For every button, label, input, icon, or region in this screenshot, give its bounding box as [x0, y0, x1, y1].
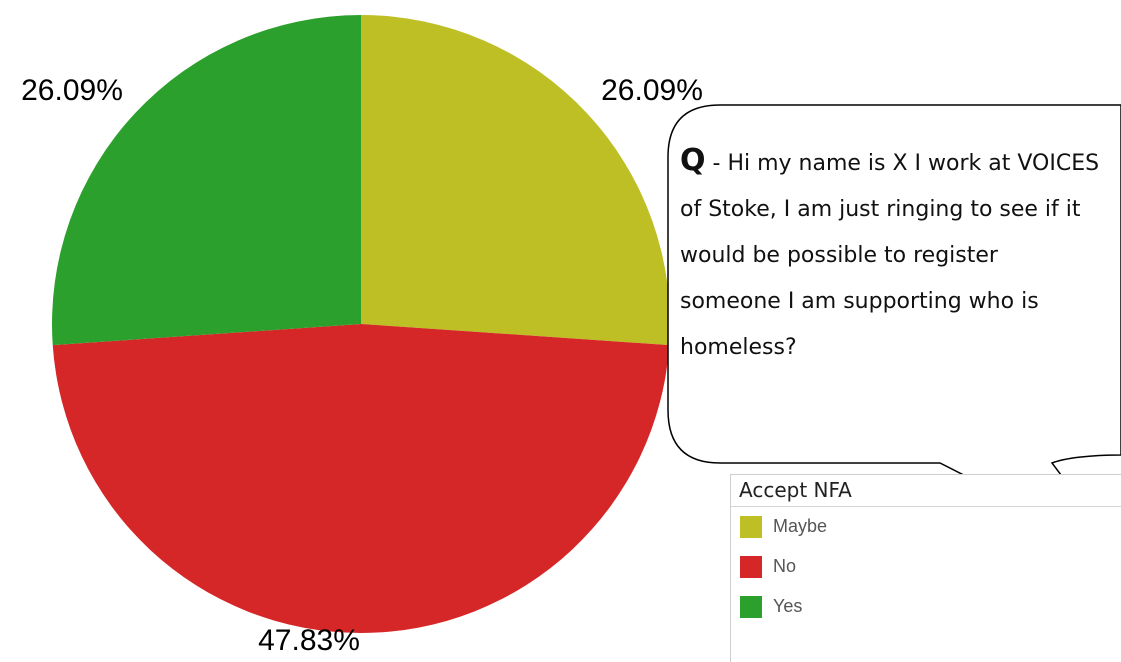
legend-label-maybe: Maybe: [773, 516, 828, 536]
question-label: Q: [680, 143, 706, 178]
pie-label-yes: 26.09%: [21, 74, 123, 107]
pie-slice-maybe: [361, 15, 670, 346]
legend-item-maybe: Maybe: [731, 507, 1121, 547]
speech-bubble: [667, 104, 1121, 556]
pie-slice-yes: [52, 15, 361, 346]
legend: Accept NFA Maybe No Yes: [730, 474, 1121, 662]
pie-slice-no: [52, 324, 670, 633]
pie-labels: 26.09% 47.83% 26.09%: [21, 74, 703, 657]
pie-label-no: 47.83%: [258, 624, 360, 657]
legend-swatch-maybe: [740, 516, 762, 538]
legend-label-no: No: [773, 556, 797, 576]
pie-label-maybe: 26.09%: [601, 74, 703, 107]
legend-title: Accept NFA: [731, 475, 1121, 507]
pie-slices: [52, 15, 670, 633]
legend-item-yes: Yes: [731, 587, 1121, 627]
speech-bubble-text: Q - Hi my name is X I work at VOICES of …: [680, 138, 1100, 371]
question-text: - Hi my name is X I work at VOICES of St…: [680, 151, 1100, 360]
legend-label-yes: Yes: [773, 596, 803, 616]
legend-swatch-yes: [740, 596, 762, 618]
legend-item-no: No: [731, 547, 1121, 587]
legend-swatch-no: [740, 556, 762, 578]
